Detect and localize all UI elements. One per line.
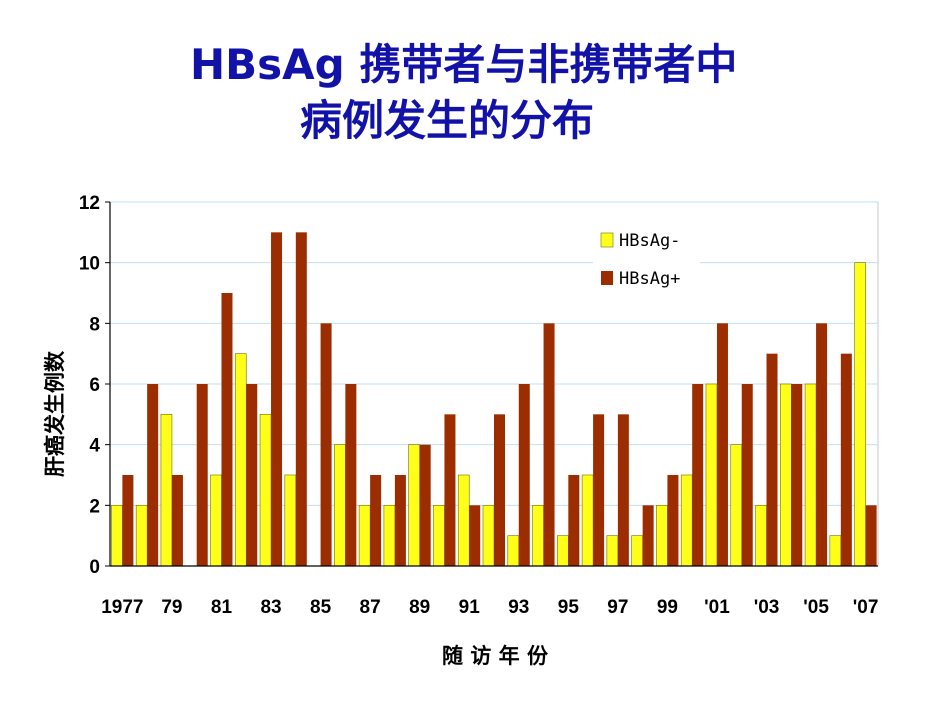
bar-hbsag-neg bbox=[210, 474, 222, 567]
y-axis-label: 肝癌发生例数 bbox=[43, 350, 67, 477]
bar-hbsag-pos bbox=[246, 384, 258, 566]
x-tick-label: 95 bbox=[558, 597, 580, 618]
x-tick-label: 97 bbox=[607, 597, 628, 618]
bar-hbsag-pos bbox=[716, 323, 728, 566]
x-tick-label: 87 bbox=[360, 597, 381, 618]
bar-hbsag-pos bbox=[419, 444, 431, 566]
bar-hbsag-neg bbox=[656, 505, 668, 567]
bar-hbsag-neg bbox=[433, 505, 445, 567]
bar-hbsag-pos bbox=[370, 475, 382, 566]
bar-hbsag-pos bbox=[543, 323, 555, 566]
bar-hbsag-neg bbox=[606, 535, 619, 567]
bar-hbsag-neg bbox=[680, 474, 693, 567]
bar-hbsag-neg bbox=[482, 505, 495, 567]
bar-hbsag-neg bbox=[135, 505, 148, 567]
bar-hbsag-neg bbox=[111, 505, 123, 567]
bar-hbsag-pos bbox=[518, 384, 530, 566]
legend-box bbox=[593, 213, 700, 303]
bar-hbsag-pos bbox=[122, 475, 134, 566]
bar-hbsag-neg bbox=[829, 535, 842, 567]
y-tick-label: 12 bbox=[79, 193, 100, 214]
y-tick-label: 8 bbox=[89, 314, 100, 335]
bar-hbsag-pos bbox=[617, 414, 629, 566]
bar-hbsag-neg bbox=[160, 414, 173, 567]
bar-hbsag-pos bbox=[816, 323, 828, 566]
bar-hbsag-pos bbox=[196, 384, 208, 566]
bar-hbsag-neg bbox=[854, 262, 866, 567]
bar-hbsag-pos bbox=[741, 384, 753, 566]
y-tick-label: 2 bbox=[89, 496, 100, 517]
x-axis-label: 随 访 年 份 bbox=[442, 644, 549, 668]
x-tick-label: 93 bbox=[508, 597, 529, 618]
x-tick-label: '05 bbox=[803, 597, 829, 618]
bar-hbsag-neg bbox=[457, 474, 470, 567]
y-tick-label: 4 bbox=[89, 436, 100, 457]
bar-hbsag-neg bbox=[507, 535, 520, 567]
x-tick-label: '01 bbox=[704, 597, 730, 618]
y-tick-labels: 0 2 4 6 8 10 12 bbox=[79, 193, 101, 578]
bar-hbsag-pos bbox=[568, 475, 580, 566]
bar-hbsag-neg bbox=[705, 383, 718, 567]
legend-label: HBsAg- bbox=[619, 231, 680, 251]
bar-hbsag-neg bbox=[234, 353, 247, 567]
x-tick-label: 89 bbox=[409, 597, 430, 618]
x-tick-label: '07 bbox=[853, 597, 879, 618]
bar-hbsag-neg bbox=[532, 505, 544, 567]
bar-hbsag-pos bbox=[171, 475, 183, 566]
legend: HBsAg- HBsAg+ bbox=[593, 213, 700, 303]
title-line-1: HBsAg 携带者与非携带者中 bbox=[190, 40, 738, 89]
bar-hbsag-pos bbox=[494, 414, 505, 566]
bar-hbsag-pos bbox=[692, 384, 704, 566]
bar-hbsag-pos bbox=[642, 505, 654, 566]
bar-hbsag-pos bbox=[840, 353, 852, 566]
x-tick-label: 1977 bbox=[101, 597, 143, 618]
legend-swatch bbox=[600, 232, 614, 248]
bar-hbsag-neg bbox=[259, 414, 272, 567]
bar-hbsag-pos bbox=[295, 232, 307, 567]
bar-hbsag-pos bbox=[791, 384, 803, 566]
bar-hbsag-neg bbox=[804, 383, 817, 567]
bar-hbsag-neg bbox=[779, 383, 792, 567]
bar-hbsag-pos bbox=[345, 384, 357, 566]
title-line-2: 病例发生的分布 bbox=[300, 96, 595, 145]
bar-hbsag-neg bbox=[755, 505, 767, 567]
bar-hbsag-neg bbox=[408, 444, 420, 567]
legend-label: HBsAg+ bbox=[619, 269, 680, 289]
bar-hbsag-pos bbox=[394, 475, 406, 566]
bar-hbsag-pos bbox=[667, 475, 679, 566]
bars bbox=[111, 232, 877, 567]
x-tick-label: 79 bbox=[161, 597, 182, 618]
bar-hbsag-neg bbox=[557, 535, 569, 567]
bar-hbsag-neg bbox=[730, 444, 743, 567]
bar-hbsag-pos bbox=[271, 232, 283, 567]
bar-hbsag-pos bbox=[469, 505, 481, 566]
bar-hbsag-neg bbox=[383, 505, 396, 567]
bar-hbsag-neg bbox=[631, 535, 643, 567]
x-tick-labels: 1977 79 81 83 85 87 89 91 93 95 97 99 '01 '03 '05 '07 bbox=[101, 597, 878, 618]
axes bbox=[105, 201, 878, 567]
x-tick-label: '03 bbox=[754, 597, 780, 618]
bar-hbsag-pos bbox=[766, 353, 778, 566]
x-tick-label: 91 bbox=[459, 597, 481, 618]
y-tick-label: 6 bbox=[89, 375, 100, 396]
bar-hbsag-neg bbox=[284, 474, 297, 567]
x-tick-label: 99 bbox=[657, 597, 678, 618]
x-tick-label: 85 bbox=[310, 597, 332, 618]
bar-hbsag-pos bbox=[593, 414, 605, 566]
x-tick-label: 81 bbox=[211, 597, 233, 618]
bar-hbsag-neg bbox=[581, 474, 594, 567]
bar-hbsag-neg bbox=[358, 505, 371, 567]
bar-hbsag-pos bbox=[221, 293, 233, 566]
bar-hbsag-pos bbox=[444, 414, 456, 566]
bar-hbsag-pos bbox=[320, 323, 332, 566]
y-tick-label: 10 bbox=[79, 254, 100, 275]
bar-hbsag-pos bbox=[147, 384, 159, 566]
x-tick-label: 83 bbox=[260, 597, 281, 618]
y-tick-label: 0 bbox=[89, 557, 100, 578]
legend-swatch bbox=[601, 271, 613, 285]
bar-hbsag-neg bbox=[334, 444, 346, 567]
bar-hbsag-pos bbox=[865, 505, 877, 566]
